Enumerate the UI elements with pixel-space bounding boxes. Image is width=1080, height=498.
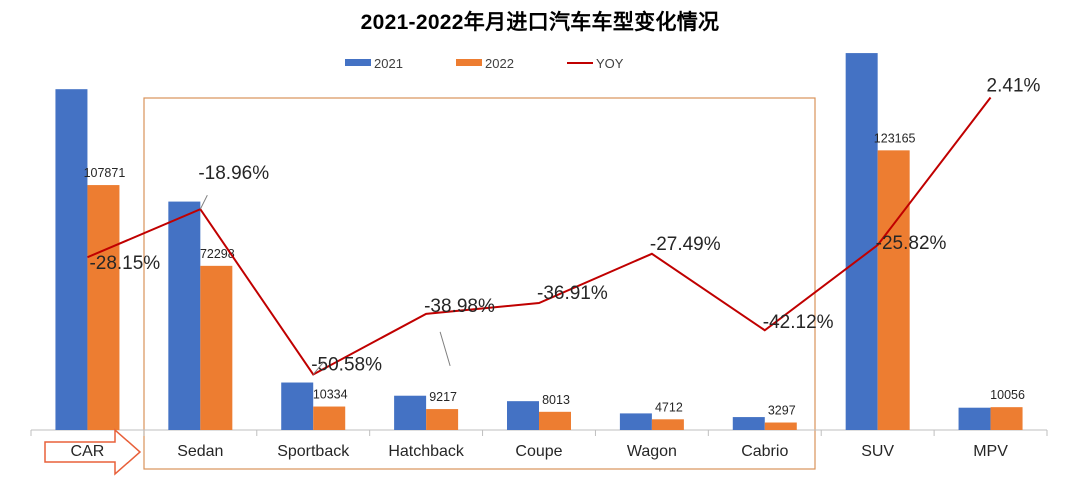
bar-2022 xyxy=(200,265,233,430)
bar-2022 xyxy=(651,419,684,430)
yoy-data-label: -38.98% xyxy=(424,296,495,317)
bar-2022 xyxy=(990,407,1023,430)
bar-2022 xyxy=(877,150,910,430)
bar-2021 xyxy=(168,201,201,430)
yoy-data-label: -18.96% xyxy=(198,163,269,184)
group-box xyxy=(143,97,816,470)
legend-label: YOY xyxy=(596,56,624,71)
bar-2021 xyxy=(619,413,652,430)
category-label: CAR xyxy=(71,443,105,460)
data-label-2022: 72298 xyxy=(200,247,235,261)
legend-label: 2022 xyxy=(485,56,514,71)
category-label: Coupe xyxy=(515,443,562,460)
bar-2021 xyxy=(281,382,314,430)
category-label: Hatchback xyxy=(388,443,465,460)
data-label-2022: 107871 xyxy=(84,166,126,180)
bar-2022 xyxy=(764,422,797,430)
chart-title: 2021-2022年月进口汽车车型变化情况 xyxy=(360,11,720,34)
yoy-data-label: -25.82% xyxy=(876,233,947,254)
yoy-leader-line xyxy=(199,194,208,210)
yoy-data-label: -50.58% xyxy=(311,354,382,375)
data-label-2022: 4712 xyxy=(655,400,683,414)
data-label-2022: 123165 xyxy=(874,131,916,145)
category-label: Sedan xyxy=(177,443,223,460)
yoy-data-label: -28.15% xyxy=(89,253,160,274)
category-label: Sportback xyxy=(277,443,350,460)
yoy-data-label: 2.41% xyxy=(987,76,1041,97)
data-label-2022: 10334 xyxy=(313,388,348,402)
car-arrow xyxy=(44,428,142,476)
legend-swatch xyxy=(345,59,371,66)
data-label-2022: 3297 xyxy=(768,404,796,418)
bar-2021 xyxy=(958,407,991,430)
bar-2021 xyxy=(845,53,878,431)
data-label-2022: 8013 xyxy=(542,393,570,407)
yoy-leader-line xyxy=(312,362,324,375)
category-label: Wagon xyxy=(627,443,677,460)
legend-swatch xyxy=(456,59,482,66)
category-label: SUV xyxy=(861,443,894,460)
yoy-data-label: -36.91% xyxy=(537,283,608,304)
yoy-data-label: -42.12% xyxy=(763,312,834,333)
bar-2021 xyxy=(732,417,765,430)
data-label-2022: 10056 xyxy=(990,388,1025,402)
bar-2021 xyxy=(55,89,88,431)
yoy-line xyxy=(87,96,992,376)
bar-2022 xyxy=(313,406,346,430)
category-label: MPV xyxy=(973,443,1008,460)
legend-label: 2021 xyxy=(374,56,403,71)
yoy-data-label: -27.49% xyxy=(650,234,721,255)
bar-2022 xyxy=(426,409,459,430)
data-label-2022: 9217 xyxy=(429,390,457,404)
bar-2022 xyxy=(87,185,120,430)
bar-2021 xyxy=(507,401,539,430)
yoy-leader-line xyxy=(439,331,451,366)
category-label: Cabrio xyxy=(741,443,788,460)
bar-2022 xyxy=(539,411,571,430)
bar-2021 xyxy=(394,395,427,430)
